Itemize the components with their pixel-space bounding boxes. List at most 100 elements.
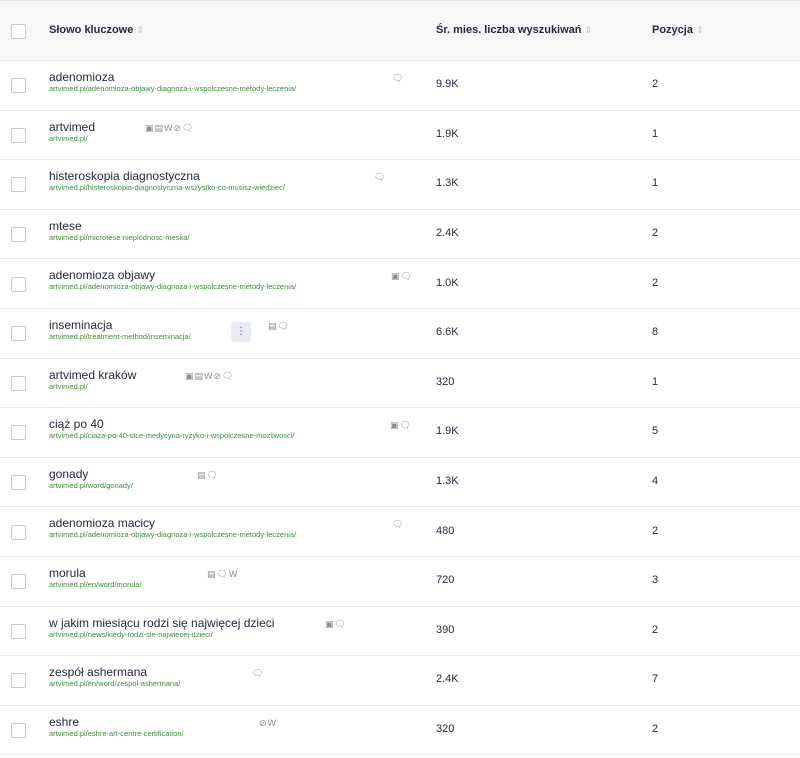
- row-checkbox[interactable]: [11, 78, 26, 94]
- keyword-text: artvimed: [49, 119, 96, 134]
- keyword-url-link[interactable]: artvimed.pl/adenomioza-objawy-diagnoza-i…: [49, 84, 297, 93]
- sort-icon: ⇕: [695, 25, 704, 35]
- keyword-text: morula: [49, 565, 86, 580]
- column-volume-label: Śr. mies. liczba wyszukiwań: [436, 24, 582, 36]
- table-row[interactable]: mtese artvimed.pl/microtese-nieplodnosc-m…: [0, 210, 800, 260]
- position-value: 7: [652, 673, 659, 686]
- position-value: 2: [652, 227, 659, 240]
- row-checkbox[interactable]: [11, 623, 26, 639]
- keyword-cell: mtese artvimed.pl/microtese-nieplodnosc-m…: [49, 219, 429, 243]
- table-row[interactable]: adenomioza macicy artvimed.pl/adenomioza-…: [0, 507, 800, 557]
- table-row[interactable]: adenomioza artvimed.pl/adenomioza-objawy-…: [0, 61, 800, 111]
- search-volume-value: 2.4K: [436, 673, 459, 686]
- position-value: 1: [652, 127, 659, 140]
- table-row[interactable]: artvimed artvimed.pl/▣▤W⊘🗨 1.9K 1: [0, 111, 800, 161]
- serp-features-icon: 🗨: [392, 73, 405, 83]
- keyword-cell: eshre artvimed.pl/eshre-art-centre-certif…: [49, 715, 429, 739]
- sort-icon: ⇕: [136, 25, 144, 35]
- serp-features-icon: ▤🗨: [268, 320, 290, 331]
- position-value: 3: [652, 574, 659, 587]
- serp-features-icon: 🗨: [252, 668, 265, 679]
- sort-icon: ⇕: [584, 25, 593, 35]
- keyword-url-link[interactable]: artvimed.pl/ciaza-po-40-stce-medycyna-ry…: [49, 431, 295, 441]
- search-volume-value: 1.3K: [436, 475, 459, 488]
- row-checkbox[interactable]: [11, 524, 26, 540]
- search-volume-value: 480: [436, 524, 455, 537]
- table-row[interactable]: gonady artvimed.pl/word/gonady/▤🗨 1.3K 4: [0, 458, 800, 508]
- more-options-button[interactable]: ⋮: [231, 321, 251, 342]
- row-checkbox[interactable]: [11, 375, 26, 391]
- keyword-url-link[interactable]: artvimed.pl/: [49, 381, 88, 391]
- row-checkbox[interactable]: [11, 673, 26, 689]
- search-volume-value: 6.6K: [436, 326, 459, 339]
- keyword-url-link[interactable]: artvimed.pl/news/kiedy-rodzi-sie-najwiec…: [49, 629, 213, 639]
- keyword-url-link[interactable]: artvimed.pl/histeroskopia-diagnostyczna-…: [49, 183, 285, 193]
- keyword-cell: adenomioza artvimed.pl/adenomioza-objawy-…: [49, 70, 429, 94]
- row-checkbox[interactable]: [11, 127, 26, 143]
- table-row[interactable]: adenomioza objawy artvimed.pl/adenomioza-…: [0, 259, 800, 309]
- keyword-text: zespół ashermana: [49, 665, 148, 680]
- keyword-text: w jakim miesiącu rodzi się najwięcej dzi…: [49, 615, 275, 630]
- keyword-cell: adenomioza macicy artvimed.pl/adenomioza-…: [49, 516, 429, 540]
- keyword-url-link[interactable]: artvimed.pl/en/word/zespol-ashermana/: [49, 679, 181, 689]
- serp-features-icon: ▣🗨: [325, 618, 347, 629]
- keyword-text: adenomioza: [49, 70, 115, 84]
- keyword-url-link[interactable]: artvimed.pl/adenomioza-objawy-diagnoza-i…: [49, 530, 297, 540]
- keyword-url-link[interactable]: artvimed.pl/treatment-method/inseminacja…: [49, 331, 191, 341]
- serp-features-icon: ▣🗨: [390, 420, 412, 431]
- table-row[interactable]: eshre artvimed.pl/eshre-art-centre-certif…: [0, 706, 800, 756]
- keyword-url-link[interactable]: artvimed.pl/: [49, 133, 88, 143]
- search-volume-value: 720: [436, 574, 455, 587]
- serp-features-icon: ▣🗨: [391, 271, 413, 282]
- table-row[interactable]: artvimed kraków artvimed.pl/▣▤W⊘🗨 320 1: [0, 359, 800, 409]
- search-volume-value: 1.9K: [436, 127, 459, 140]
- table-row[interactable]: inseminacja artvimed.pl/treatment-method/…: [0, 309, 800, 359]
- keyword-cell: histeroskopia diagnostyczna artvimed.pl/h…: [49, 169, 429, 193]
- search-volume-value: 1.0K: [436, 276, 459, 289]
- keyword-url-link[interactable]: artvimed.pl/en/word/morula/: [49, 579, 142, 589]
- keyword-cell: adenomioza objawy artvimed.pl/adenomioza-…: [49, 268, 429, 292]
- position-value: 2: [652, 623, 659, 636]
- keyword-text: ciąż po 40: [49, 417, 104, 432]
- position-value: 1: [652, 177, 659, 190]
- serp-features-icon: ▣▤W⊘🗨: [145, 122, 195, 133]
- keyword-cell: w jakim miesiącu rodzi się najwięcej dzi…: [49, 616, 429, 640]
- search-volume-value: 390: [436, 623, 455, 636]
- keyword-text: adenomioza macicy: [49, 516, 156, 531]
- serp-features-icon: ▣▤W⊘🗨: [185, 370, 235, 381]
- serp-features-icon: 🗨: [374, 172, 387, 183]
- keyword-url-link[interactable]: artvimed.pl/word/gonady/: [49, 480, 133, 490]
- column-keyword-label: Słowo kluczowe: [49, 24, 134, 36]
- row-checkbox[interactable]: [11, 227, 26, 243]
- row-checkbox[interactable]: [11, 425, 26, 441]
- keyword-cell: artvimed kraków artvimed.pl/: [49, 368, 429, 392]
- table-header: Słowo kluczowe ⇕ Śr. mies. liczba wyszuki…: [0, 0, 800, 61]
- row-checkbox[interactable]: [11, 276, 26, 292]
- keyword-url-link[interactable]: artvimed.pl/eshre-art-centre-certificati…: [49, 728, 184, 738]
- select-all-checkbox[interactable]: [11, 23, 26, 39]
- table-row[interactable]: morula artvimed.pl/en/word/morula/▤🗨W 720 3: [0, 557, 800, 607]
- position-value: 2: [652, 723, 659, 736]
- row-checkbox[interactable]: [11, 177, 26, 193]
- table-row[interactable]: w jakim miesiącu rodzi się najwięcej dzi…: [0, 607, 800, 657]
- column-keyword-header[interactable]: Słowo kluczowe ⇕: [49, 24, 144, 36]
- row-checkbox[interactable]: [11, 326, 26, 342]
- row-checkbox[interactable]: [11, 475, 26, 491]
- keyword-text: eshre: [49, 714, 80, 729]
- row-checkbox[interactable]: [11, 574, 26, 590]
- table-row[interactable]: histeroskopia diagnostyczna artvimed.pl/h…: [0, 160, 800, 210]
- table-row[interactable]: ciąż po 40 artvimed.pl/ciaza-po-40-stce-m…: [0, 408, 800, 458]
- position-value: 2: [652, 78, 659, 91]
- keyword-text: artvimed kraków: [49, 367, 137, 382]
- column-position-label: Pozycja: [652, 24, 693, 36]
- keyword-text: mtese: [49, 218, 82, 233]
- keyword-url-link[interactable]: artvimed.pl/microtese-nieplodnosc-meska/: [49, 232, 190, 242]
- keyword-url-link[interactable]: artvimed.pl/adenomioza-objawy-diagnoza-i…: [49, 282, 297, 292]
- row-checkbox[interactable]: [11, 723, 26, 739]
- column-position-header[interactable]: Pozycja ⇕: [652, 24, 704, 36]
- serp-features-icon: ▤🗨: [197, 469, 219, 480]
- column-volume-header[interactable]: Śr. mies. liczba wyszukiwań ⇕: [436, 24, 592, 36]
- keyword-cell: artvimed artvimed.pl/: [49, 120, 429, 144]
- table-row[interactable]: zespół ashermana artvimed.pl/en/word/zesp…: [0, 656, 800, 706]
